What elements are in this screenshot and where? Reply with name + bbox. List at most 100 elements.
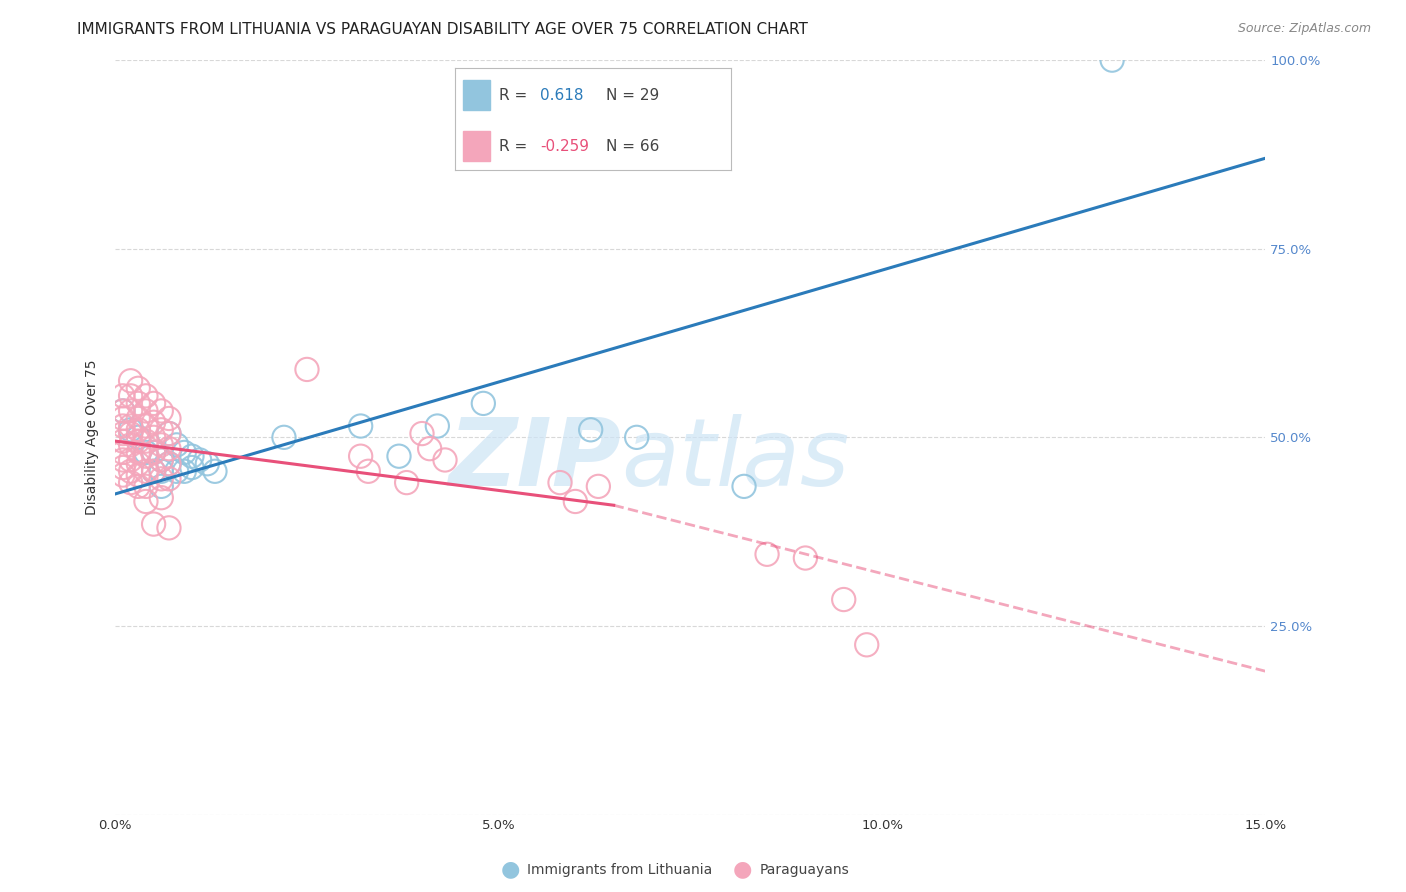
Text: ●: ● <box>501 860 520 880</box>
Point <box>127 445 149 459</box>
Point <box>426 419 449 434</box>
Point <box>135 389 157 403</box>
Point <box>142 430 165 444</box>
Point <box>127 423 149 437</box>
Point <box>142 415 165 429</box>
Point <box>150 453 173 467</box>
Point <box>120 419 142 434</box>
Point <box>111 404 134 418</box>
Point <box>173 445 195 459</box>
Point <box>295 362 318 376</box>
Point <box>150 453 173 467</box>
Point <box>157 426 180 441</box>
Text: IMMIGRANTS FROM LITHUANIA VS PARAGUAYAN DISABILITY AGE OVER 75 CORRELATION CHART: IMMIGRANTS FROM LITHUANIA VS PARAGUAYAN … <box>77 22 808 37</box>
Point <box>150 404 173 418</box>
Point <box>111 411 134 425</box>
Point <box>127 430 149 444</box>
Point <box>195 457 218 471</box>
Point <box>142 445 165 459</box>
Point <box>142 445 165 459</box>
Text: Paraguayans: Paraguayans <box>759 863 849 877</box>
Point <box>188 453 211 467</box>
Point <box>120 464 142 478</box>
Point <box>181 449 204 463</box>
Point <box>111 419 134 434</box>
Point <box>150 438 173 452</box>
Y-axis label: Disability Age Over 75: Disability Age Over 75 <box>86 359 100 515</box>
Point <box>135 434 157 449</box>
Point <box>204 464 226 478</box>
Point <box>388 449 411 463</box>
Point <box>150 423 173 437</box>
Point <box>127 396 149 410</box>
Point <box>157 442 180 456</box>
Point <box>756 547 779 561</box>
Point <box>111 468 134 483</box>
Point <box>127 468 149 483</box>
Point <box>127 434 149 449</box>
Text: ●: ● <box>733 860 752 880</box>
Point <box>350 449 373 463</box>
Point <box>111 434 134 449</box>
Point <box>127 479 149 493</box>
Point <box>120 389 142 403</box>
Point <box>111 460 134 475</box>
Point <box>135 494 157 508</box>
Point <box>120 423 142 437</box>
Point <box>150 472 173 486</box>
Text: Source: ZipAtlas.com: Source: ZipAtlas.com <box>1237 22 1371 36</box>
Point <box>166 464 188 478</box>
Point <box>157 472 180 486</box>
Point <box>157 457 180 471</box>
Point <box>142 396 165 410</box>
Point <box>350 419 373 434</box>
Point <box>157 426 180 441</box>
Point <box>120 438 142 452</box>
Point <box>411 426 433 441</box>
Point <box>548 475 571 490</box>
Point <box>150 479 173 493</box>
Point <box>135 445 157 459</box>
Point <box>395 475 418 490</box>
Point <box>111 453 134 467</box>
Point <box>794 551 817 566</box>
Point <box>142 464 165 478</box>
Point <box>135 464 157 478</box>
Point <box>433 453 456 467</box>
Text: atlas: atlas <box>621 415 849 506</box>
Text: ZIP: ZIP <box>449 414 621 506</box>
Point <box>157 411 180 425</box>
Point <box>626 430 648 444</box>
Point <box>419 442 441 456</box>
Point <box>472 396 495 410</box>
Point <box>142 464 165 478</box>
Point <box>120 404 142 418</box>
Point <box>1101 53 1123 67</box>
Point <box>357 464 380 478</box>
Point <box>166 438 188 452</box>
Point <box>120 453 142 467</box>
Point <box>135 404 157 418</box>
Point <box>120 374 142 388</box>
Point <box>588 479 610 493</box>
Point <box>127 381 149 395</box>
Point <box>157 457 180 471</box>
Point <box>564 494 586 508</box>
Point <box>150 464 173 478</box>
Point <box>832 592 855 607</box>
Point <box>120 426 142 441</box>
Point <box>733 479 755 493</box>
Point <box>111 426 134 441</box>
Point <box>135 419 157 434</box>
Point <box>579 423 602 437</box>
Point <box>135 479 157 493</box>
Point <box>111 389 134 403</box>
Point <box>111 445 134 459</box>
Text: Immigrants from Lithuania: Immigrants from Lithuania <box>527 863 713 877</box>
Point <box>181 460 204 475</box>
Point <box>127 457 149 471</box>
Point <box>135 449 157 463</box>
Point <box>127 411 149 425</box>
Point <box>157 521 180 535</box>
Point <box>273 430 295 444</box>
